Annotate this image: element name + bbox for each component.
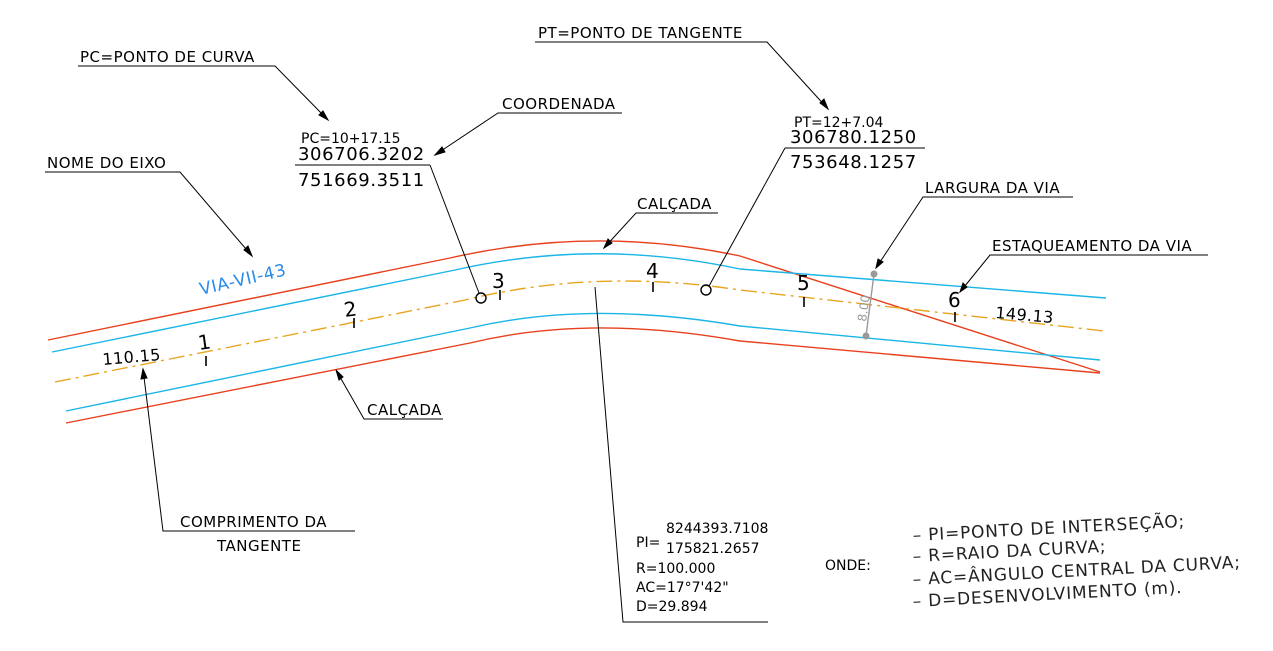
pt-coord-b: 753648.1257 [790, 152, 917, 173]
centerline [54, 280, 1105, 383]
leader-pc-def [78, 65, 329, 121]
leader-coord [434, 112, 622, 156]
tangent-length-label-1: COMPRIMENTO DA [180, 513, 327, 531]
leader-pi [594, 286, 768, 623]
station-ticks [205, 282, 956, 366]
station-label-2: 2 [342, 296, 358, 322]
road-width-value: 8.00 [855, 294, 873, 322]
axis-name-label: NOME DO EIXO [47, 154, 166, 172]
pi-ac: AC=17°7'42" [636, 580, 729, 596]
station-label-3: 3 [492, 269, 505, 293]
pc-coord-b: 751669.3511 [298, 170, 425, 191]
pt-definition: PT=PONTO DE TANGENTE [538, 24, 743, 42]
tangent-length-label-2: TANGENTE [216, 537, 301, 555]
leader-calcada-top [603, 212, 718, 249]
leader-calcada-bottom [335, 369, 443, 420]
station-label-4: 4 [646, 259, 659, 283]
pi-coord-b: 175821.2657 [666, 541, 760, 557]
station-label-6: 6 [948, 288, 961, 312]
pi-prefix: PI= [636, 535, 660, 551]
sidewalk-line-bottom [65, 327, 1101, 424]
leader-lines [45, 41, 1208, 623]
leader-tangent-length [142, 368, 355, 532]
road-width-dimension: 8.00 [855, 270, 878, 340]
road-width-label: LARGURA DA VIA [925, 179, 1060, 197]
pt-coord-a: 306780.1250 [790, 127, 917, 148]
lane-edge-top [51, 253, 1107, 353]
tangent-length-left: 110.15 [102, 345, 162, 369]
station-label-5: 5 [797, 271, 810, 295]
leader-pc-point [429, 164, 480, 294]
leader-pt-def [535, 41, 829, 110]
calcada-top-label: CALÇADA [637, 195, 712, 213]
road-geometry [47, 240, 1107, 424]
pi-coord-a: 8244393.7108 [666, 521, 768, 537]
legend-title: ONDE: [825, 558, 871, 574]
pc-point-marker [475, 292, 487, 304]
pi-d: D=29.894 [636, 599, 708, 615]
calcada-bottom-label: CALÇADA [367, 401, 442, 419]
leader-stationing [959, 254, 1208, 293]
leader-pt-point [708, 147, 786, 287]
coordinate-label: COORDENADA [502, 95, 616, 113]
sidewalk-line-top [47, 240, 1101, 373]
station-labels: 1 2 3 4 5 6 [196, 259, 960, 355]
leader-road-width [875, 196, 1073, 269]
stationing-label: ESTAQUEAMENTO DA VIA [992, 237, 1192, 255]
pc-station: PC=10+17.15 [301, 131, 401, 147]
tangent-length-right: 149.13 [995, 303, 1055, 327]
pt-point-marker [700, 284, 712, 296]
pi-radius: R=100.000 [636, 561, 715, 577]
leader-axis-name [45, 171, 253, 257]
pc-definition: PC=PONTO DE CURVA [80, 48, 255, 66]
station-label-1: 1 [196, 329, 212, 355]
pc-coord-a: 306706.3202 [298, 144, 425, 165]
pt-station: PT=12+7.04 [794, 115, 884, 131]
